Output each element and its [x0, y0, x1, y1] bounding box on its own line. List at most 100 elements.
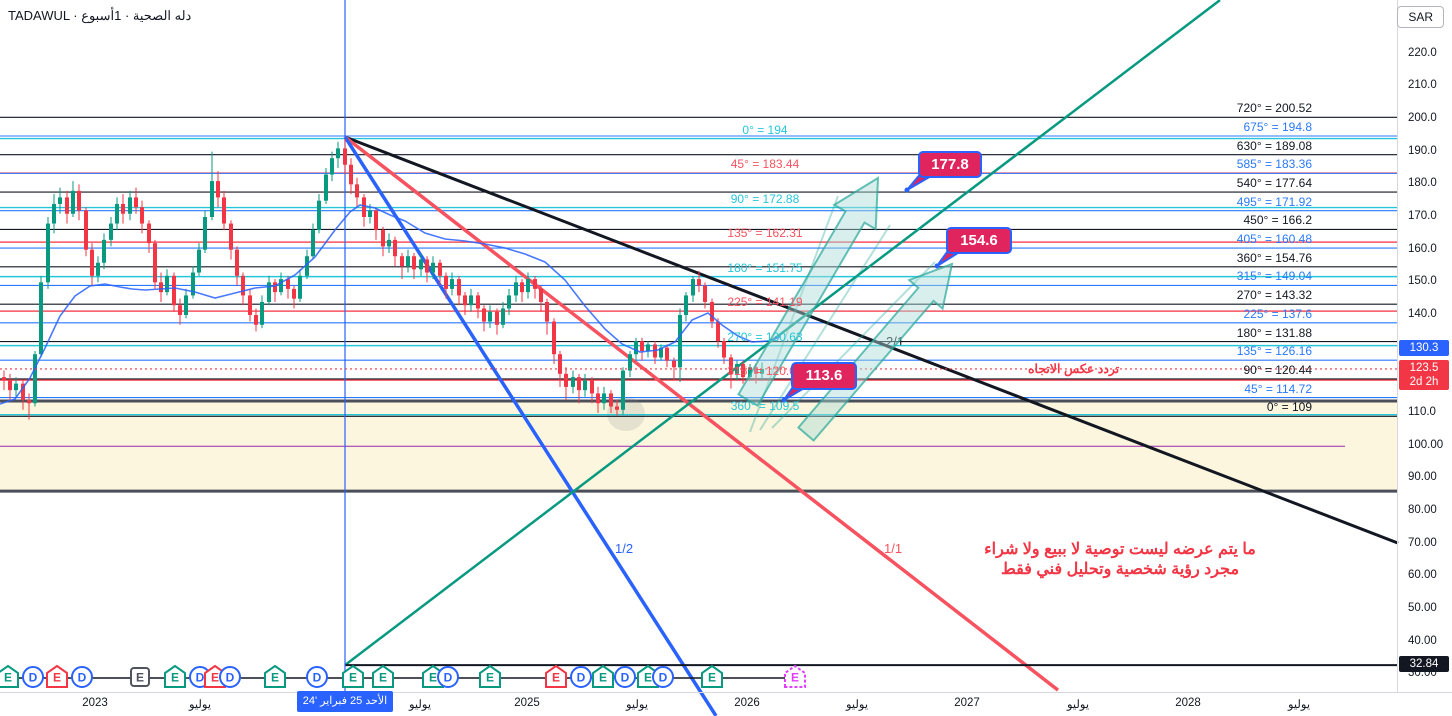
- dividend-badge-icon[interactable]: [614, 666, 636, 688]
- event-badge-letter: E: [599, 671, 607, 685]
- candle-body: [2, 377, 6, 381]
- earnings-badge-icon[interactable]: [46, 664, 68, 688]
- candle-body: [292, 288, 296, 299]
- candle-body: [438, 262, 442, 276]
- candle-body: [8, 380, 12, 391]
- earnings-badge-icon[interactable]: [342, 664, 364, 688]
- candle-body: [84, 210, 88, 250]
- event-badge-letter: D: [226, 671, 235, 685]
- candle-body: [539, 288, 543, 302]
- earnings-badge-icon[interactable]: [372, 664, 394, 688]
- candle-body: [14, 383, 18, 391]
- candle-body: [248, 295, 252, 316]
- dividend-badge-icon[interactable]: [652, 666, 674, 688]
- gann-fan-label-1-2[interactable]: 1/2: [615, 541, 634, 556]
- candle-body: [267, 282, 271, 302]
- price-axis-border[interactable]: [1397, 0, 1398, 692]
- candle-body: [241, 275, 245, 296]
- price-callout-anchor-dot[interactable]: [934, 263, 940, 269]
- earnings-badge-icon[interactable]: [701, 664, 723, 688]
- candle-body: [419, 259, 423, 270]
- candle-body: [368, 210, 372, 218]
- dividend-badge-icon[interactable]: [437, 666, 459, 688]
- moving-average-line[interactable]: [0, 204, 781, 405]
- dividend-badge-icon[interactable]: [570, 666, 592, 688]
- candle-body: [140, 207, 144, 224]
- candle-body: [678, 315, 682, 368]
- dividend-badge-icon[interactable]: [306, 666, 328, 688]
- dividend-badge-icon[interactable]: [219, 666, 241, 688]
- candle-body: [343, 148, 347, 165]
- earnings-badge-icon[interactable]: [592, 664, 614, 688]
- earnings-badge-icon[interactable]: [422, 664, 444, 688]
- candle-body: [488, 311, 492, 322]
- candle-body: [65, 197, 69, 214]
- candle-body: [184, 295, 188, 316]
- candle-body: [476, 295, 480, 309]
- candle-body: [46, 223, 50, 283]
- candle-body: [172, 275, 176, 306]
- event-badge-letter: D: [313, 671, 322, 685]
- earnings-badge-icon[interactable]: [204, 664, 226, 688]
- price-callout-anchor-dot[interactable]: [904, 187, 910, 193]
- earnings-badge-icon[interactable]: [479, 664, 501, 688]
- candle-body: [665, 347, 669, 361]
- gann-fan-label-1-1[interactable]: 1/1: [884, 541, 903, 556]
- candle-body: [457, 279, 461, 296]
- earnings-badge-icon[interactable]: [545, 664, 567, 688]
- candle-body: [615, 406, 619, 410]
- gann-fan-line-1-1[interactable]: [343, 135, 1060, 692]
- currency-button[interactable]: SAR: [1397, 6, 1444, 28]
- candle-body: [444, 275, 448, 289]
- candle-body: [203, 217, 207, 250]
- candle-body: [336, 148, 340, 159]
- counter-trend-note: تردد عكس الاتجاه: [1028, 362, 1120, 376]
- candle-body: [222, 197, 226, 224]
- candle-body: [558, 354, 562, 374]
- price-target-callout[interactable]: 177.8: [918, 151, 982, 178]
- gann-fan-line-1-2[interactable]: [343, 136, 718, 716]
- earnings-badge-icon[interactable]: [784, 664, 806, 688]
- price-target-callout[interactable]: 154.6: [946, 227, 1012, 254]
- event-badge-letter: D: [577, 671, 586, 685]
- event-badge-letter: D: [659, 671, 668, 685]
- earnings-badge-icon[interactable]: [164, 664, 186, 688]
- earnings-badge-icon[interactable]: [0, 664, 19, 688]
- up-arrow-shape[interactable]: [737, 176, 880, 407]
- candle-body: [393, 239, 397, 257]
- gann-fan-line-2-1[interactable]: [344, 135, 1399, 545]
- candle-body: [545, 301, 549, 322]
- candle-body: [102, 239, 106, 263]
- candle-body: [305, 256, 309, 276]
- dividend-badge-icon[interactable]: [71, 666, 93, 688]
- candle-body: [235, 249, 239, 276]
- candle-body: [58, 197, 62, 204]
- last-price-badge: 123.5 2d 2h: [1399, 360, 1449, 390]
- dividend-badge-icon[interactable]: [22, 666, 44, 688]
- candle-body: [77, 190, 81, 211]
- arrow-streak: [771, 261, 936, 429]
- candle-body: [260, 301, 264, 325]
- disclaimer-line-1: ما يتم عرضه ليست توصية لا ببيع ولا شراء: [984, 541, 1256, 558]
- earnings-badge-icon[interactable]: [130, 667, 150, 687]
- earnings-badge-icon[interactable]: [264, 664, 286, 688]
- candle-body: [90, 249, 94, 276]
- price-target-callout[interactable]: 113.6: [791, 362, 857, 390]
- earnings-badge-icon[interactable]: [637, 664, 659, 688]
- price-callout-anchor-dot[interactable]: [781, 397, 787, 403]
- candle-body: [311, 230, 315, 257]
- candle-body: [362, 197, 366, 218]
- candle-body: [431, 262, 435, 273]
- candle-body: [760, 368, 764, 374]
- disclaimer-line-2: مجرد رؤية شخصية وتحليل فني فقط: [1000, 561, 1240, 578]
- candle-body: [463, 295, 467, 306]
- up-arrow-shape[interactable]: [796, 262, 954, 442]
- candle-body: [39, 282, 43, 355]
- time-axis-border[interactable]: [0, 692, 1452, 693]
- candle-body: [514, 282, 518, 296]
- gann-up-line[interactable]: [344, 0, 1221, 667]
- candle-body: [178, 305, 182, 316]
- candle-body: [121, 203, 125, 214]
- candle-body: [134, 197, 138, 208]
